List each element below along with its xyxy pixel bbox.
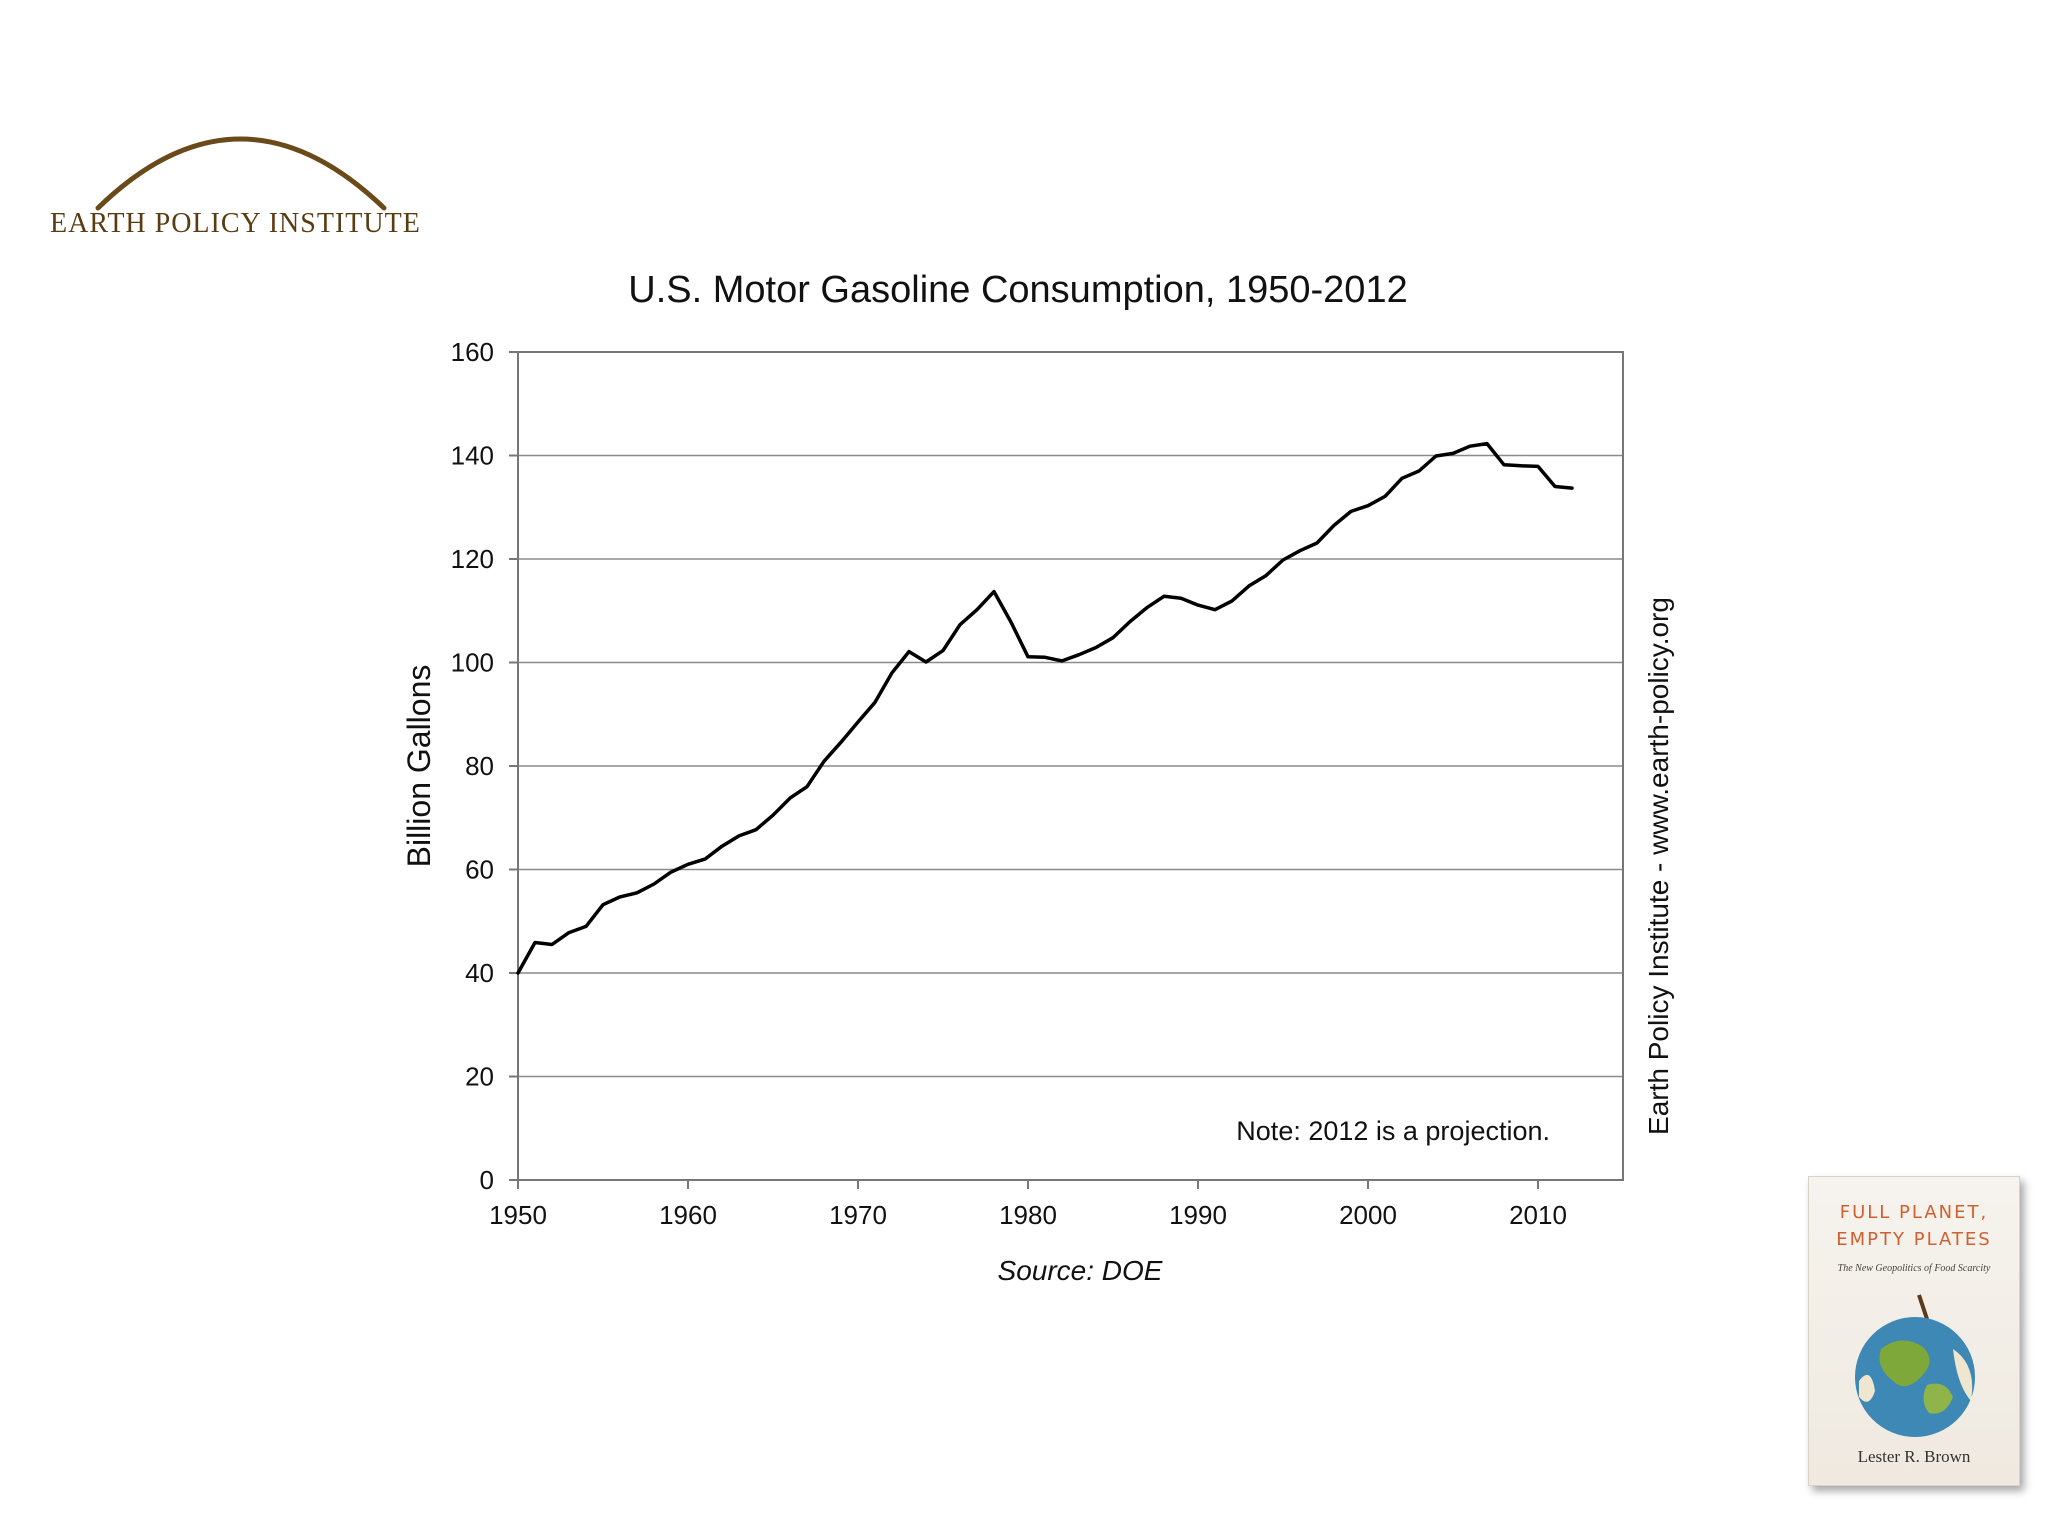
book-title-line2: EMPTY PLATES — [1836, 1229, 1992, 1250]
gridlines — [518, 454, 1623, 1078]
logo-arc-icon — [95, 136, 387, 211]
y-tick-label: 120 — [451, 544, 494, 574]
x-tick-label: 1970 — [829, 1200, 887, 1230]
book-author: Lester R. Brown — [1857, 1447, 1971, 1466]
y-tick-label: 60 — [465, 855, 494, 885]
y-tick-label: 160 — [451, 337, 494, 367]
book-title-line1: FULL PLANET, — [1839, 1202, 1989, 1223]
x-tick-label: 2000 — [1339, 1200, 1397, 1230]
chart-title: U.S. Motor Gasoline Consumption, 1950-20… — [628, 269, 1407, 311]
y-tick-label: 0 — [480, 1165, 494, 1195]
y-tick-label: 20 — [465, 1062, 494, 1092]
series-group — [516, 441, 1574, 975]
series-line-0 — [516, 441, 1574, 975]
x-tick-label: 1950 — [489, 1200, 547, 1230]
y-axis-ticks: 0 20 40 60 80 100 120 140 160 — [451, 337, 518, 1195]
chart-source: Source: DOE — [998, 1255, 1163, 1286]
apple-globe-icon — [1855, 1294, 1975, 1437]
earth-policy-institute-logo: EARTH POLICY INSTITUTE — [48, 110, 448, 250]
y-tick-label: 100 — [451, 648, 494, 678]
book-cover: FULL PLANET, EMPTY PLATES The New Geopol… — [1808, 1176, 2020, 1486]
y-tick-label: 80 — [465, 751, 494, 781]
y-tick-label: 140 — [451, 441, 494, 471]
book-subtitle: The New Geopolitics of Food Scarcity — [1837, 1263, 1991, 1274]
chart-note: Note: 2012 is a projection. — [1236, 1116, 1550, 1146]
x-tick-label: 2010 — [1509, 1200, 1567, 1230]
logo-text: EARTH POLICY INSTITUTE — [50, 208, 421, 239]
x-tick-label: 1980 — [999, 1200, 1057, 1230]
x-tick-label: 1960 — [659, 1200, 717, 1230]
side-attribution: Earth Policy Institute - www.earth-polic… — [1643, 597, 1674, 1135]
y-tick-label: 40 — [465, 958, 494, 988]
x-tick-label: 1990 — [1169, 1200, 1227, 1230]
y-axis-label: Billion Gallons — [401, 665, 437, 868]
x-axis-ticks: 1950 1960 1970 1980 1990 2000 2010 — [489, 1180, 1567, 1230]
